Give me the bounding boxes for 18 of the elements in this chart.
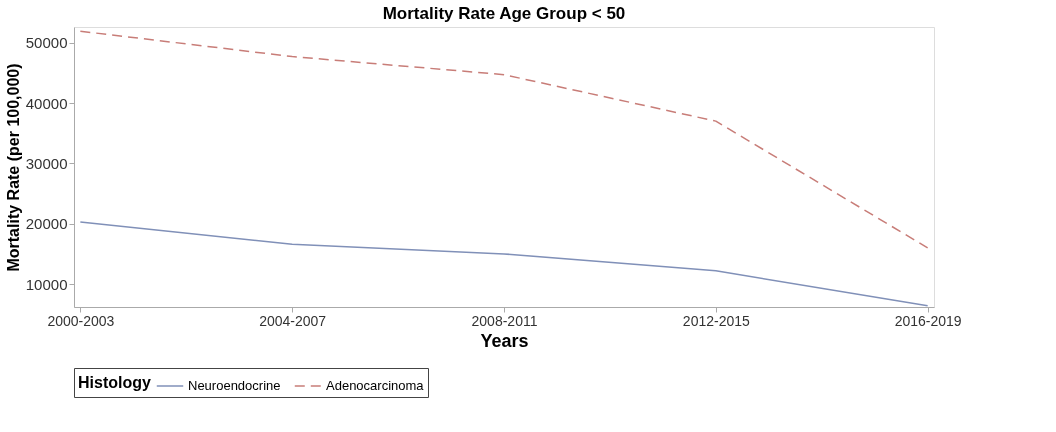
- x-tick-label: 2016-2019: [894, 312, 962, 329]
- y-tick-label: 20000: [25, 215, 68, 233]
- x-tick-label: 2008-2011: [471, 312, 538, 329]
- legend-title: Histology: [78, 374, 151, 391]
- x-axis-title: Years: [480, 330, 529, 351]
- line-series: [79, 30, 929, 249]
- y-tick-label: 40000: [25, 94, 68, 112]
- y-axis-title: Mortality Rate (per 100,000): [4, 63, 22, 272]
- x-tick-label: 2000-2003: [47, 312, 115, 329]
- legend-label: Adenocarcinoma: [326, 378, 425, 393]
- line-series: [79, 221, 929, 307]
- y-tick-label: 50000: [25, 34, 68, 52]
- y-tick-label: 30000: [25, 154, 68, 172]
- x-tick-label: 2004-2007: [259, 312, 327, 329]
- x-tick-label: 2012-2015: [682, 312, 751, 329]
- y-tick-label: 10000: [25, 275, 68, 293]
- chart-title: Mortality Rate Age Group < 50: [382, 4, 626, 23]
- legend-label: Neuroendocrine: [188, 378, 281, 393]
